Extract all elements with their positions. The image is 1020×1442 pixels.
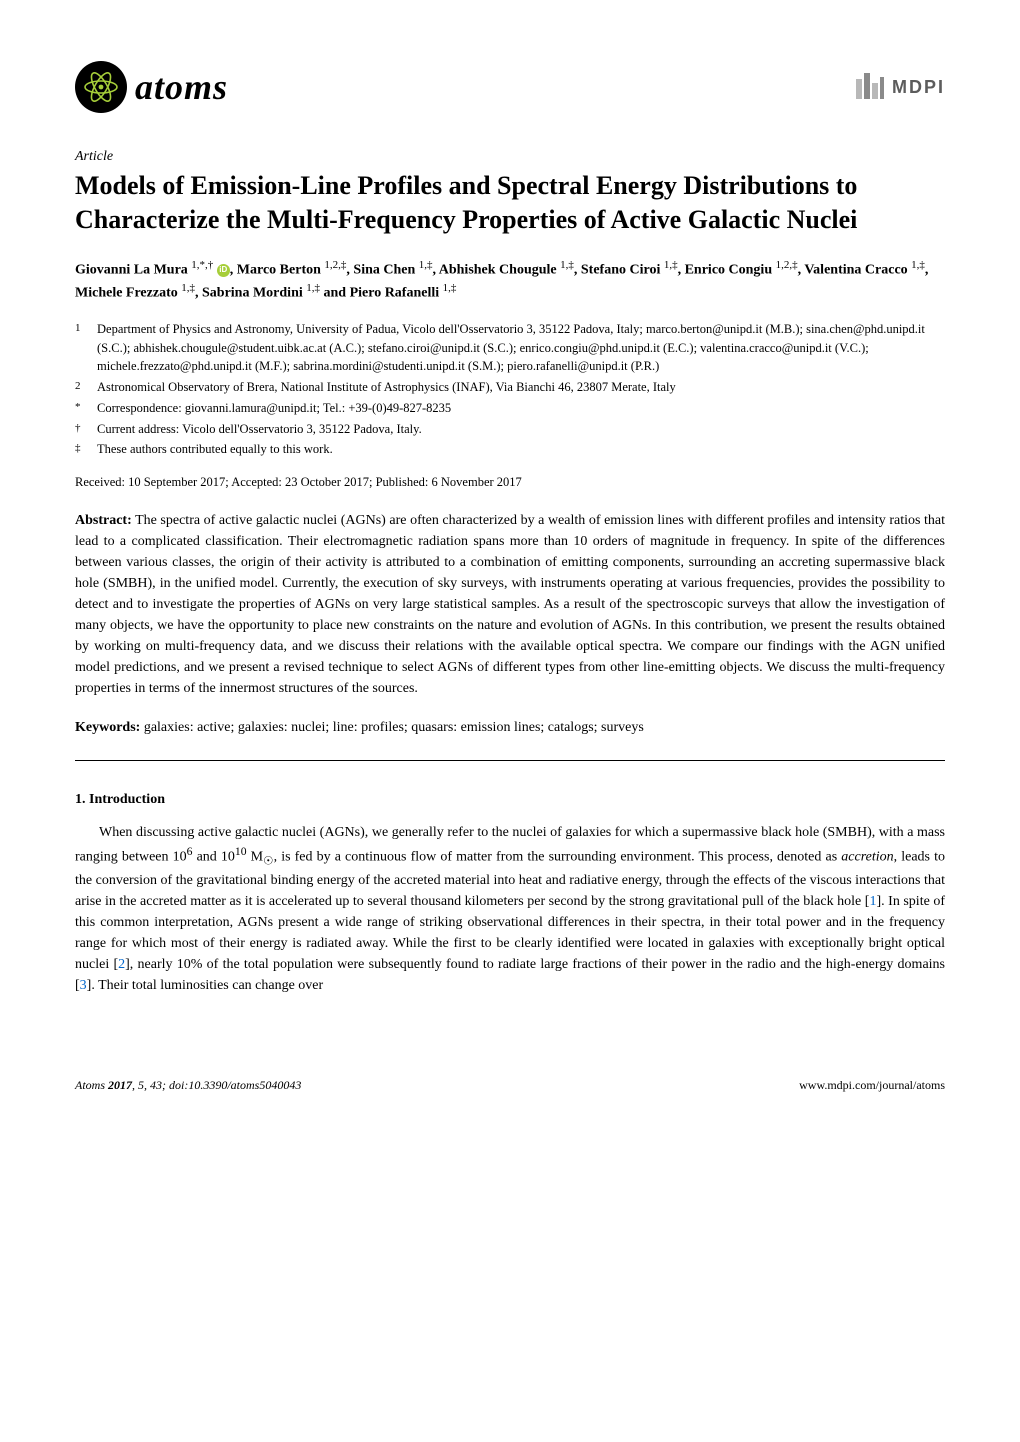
affil-text: These authors contributed equally to thi… <box>97 440 945 459</box>
reference-link-2[interactable]: 2 <box>118 957 125 972</box>
reference-link-1[interactable]: 1 <box>869 894 876 909</box>
mdpi-icon <box>854 71 886 103</box>
article-title: Models of Emission-Line Profiles and Spe… <box>75 169 945 237</box>
section-heading: 1. Introduction <box>75 789 945 810</box>
affiliation-item: ‡ These authors contributed equally to t… <box>97 440 945 459</box>
affil-marker: 2 <box>75 378 97 397</box>
abstract: Abstract: The spectra of active galactic… <box>75 510 945 699</box>
footer-citation: Atoms 2017, 5, 43; doi:10.3390/atoms5040… <box>75 1076 301 1094</box>
publication-dates: Received: 10 September 2017; Accepted: 2… <box>75 473 945 492</box>
affiliations-block: 1 Department of Physics and Astronomy, U… <box>75 320 945 459</box>
affiliation-item: † Current address: Vicolo dell'Osservato… <box>97 420 945 439</box>
journal-name: atoms <box>135 60 228 114</box>
keywords-text: galaxies: active; galaxies: nuclei; line… <box>140 720 643 735</box>
affil-text: Current address: Vicolo dell'Osservatori… <box>97 420 945 439</box>
atom-icon <box>75 61 127 113</box>
affil-text: Department of Physics and Astronomy, Uni… <box>97 320 945 376</box>
publisher-name: MDPI <box>892 74 945 101</box>
footer-url: www.mdpi.com/journal/atoms <box>799 1076 945 1094</box>
keywords-label: Keywords: <box>75 720 140 735</box>
keywords: Keywords: galaxies: active; galaxies: nu… <box>75 717 945 738</box>
body-paragraph: When discussing active galactic nuclei (… <box>75 822 945 996</box>
page-header: atoms MDPI <box>75 60 945 114</box>
affiliation-item: * Correspondence: giovanni.lamura@unipd.… <box>97 399 945 418</box>
abstract-text: The spectra of active galactic nuclei (A… <box>75 513 945 696</box>
article-type: Article <box>75 146 945 167</box>
abstract-label: Abstract: <box>75 513 132 528</box>
affil-marker: 1 <box>75 320 97 376</box>
page-footer: Atoms 2017, 5, 43; doi:10.3390/atoms5040… <box>75 1076 945 1094</box>
affiliation-item: 1 Department of Physics and Astronomy, U… <box>97 320 945 376</box>
affil-text: Astronomical Observatory of Brera, Natio… <box>97 378 945 397</box>
reference-link-3[interactable]: 3 <box>80 978 87 993</box>
affiliation-item: 2 Astronomical Observatory of Brera, Nat… <box>97 378 945 397</box>
orcid-icon <box>217 264 230 277</box>
affil-text: Correspondence: giovanni.lamura@unipd.it… <box>97 399 945 418</box>
publisher-logo: MDPI <box>854 71 945 103</box>
divider <box>75 760 945 761</box>
affil-marker: * <box>75 399 97 418</box>
affil-marker: † <box>75 420 97 439</box>
affil-marker: ‡ <box>75 440 97 459</box>
authors-list: Giovanni La Mura 1,*,† , Marco Berton 1,… <box>75 257 945 304</box>
journal-logo: atoms <box>75 60 228 114</box>
